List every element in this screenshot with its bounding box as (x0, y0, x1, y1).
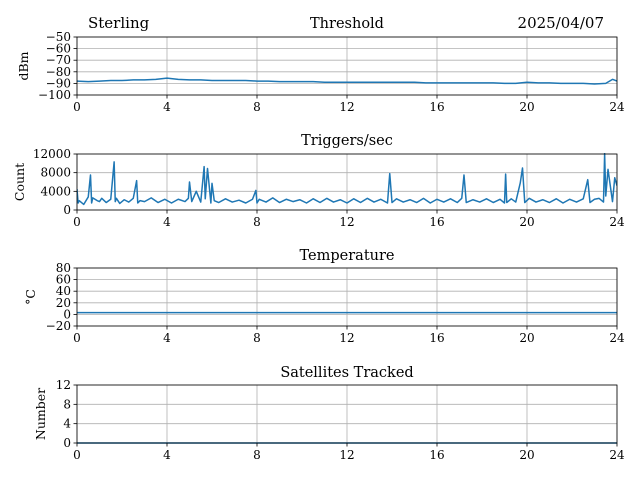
y-tick-label: 0 (63, 436, 71, 450)
x-tick-label: 24 (609, 215, 625, 229)
y-tick-label: 12 (56, 378, 71, 392)
y-tick-label: 20 (56, 296, 71, 310)
chart-panel-0: 0 4 8 12 16 20 24 −100−90−80−70−60−50 Threshold d… (16, 16, 625, 114)
y-tick-label: −80 (46, 65, 71, 79)
chart-panel-3: 0 4 8 12 16 20 24 0 4 8 12 Satellites Tracked Number (33, 365, 625, 462)
x-tick-label: 0 (73, 448, 81, 462)
x-tick-label: 8 (253, 448, 261, 462)
y-tick-label: 12000 (33, 147, 71, 161)
x-tick-label: 20 (519, 331, 534, 345)
chart-title: Satellites Tracked (280, 365, 413, 381)
y-tick-label: 8 (63, 397, 71, 411)
y-axis-label: °C (23, 289, 38, 305)
x-tick-label: 12 (339, 215, 354, 229)
y-tick-label: 80 (56, 261, 71, 275)
y-tick-label: 60 (56, 273, 71, 287)
y-tick-label: 0 (63, 203, 71, 217)
date-label: 2025/04/07 (518, 14, 604, 32)
y-axis-label: Number (33, 388, 48, 440)
y-tick-label: 8000 (40, 166, 71, 180)
x-tick-label: 16 (429, 448, 444, 462)
y-tick-label: −90 (46, 76, 71, 90)
x-tick-label: 4 (163, 331, 171, 345)
x-tick-label: 4 (163, 215, 171, 229)
chart-panel-1: 0 4 8 12 16 20 24 0 4000 8000 12000 Triggers/sec Cou… (12, 133, 625, 229)
y-tick-label: 0 (63, 307, 71, 321)
y-tick-label: −50 (46, 30, 71, 44)
series-line-0 (77, 77, 617, 85)
x-tick-label: 16 (429, 100, 444, 114)
x-tick-label: 12 (339, 100, 354, 114)
x-tick-label: 8 (253, 100, 261, 114)
x-tick-label: 8 (253, 215, 261, 229)
x-tick-label: 0 (73, 100, 81, 114)
x-tick-label: 12 (339, 331, 354, 345)
x-tick-label: 24 (609, 100, 625, 114)
chart-title: Temperature (300, 248, 395, 264)
y-tick-label: 4 (63, 417, 71, 431)
x-tick-label: 24 (609, 448, 625, 462)
chart-title: Triggers/sec (301, 133, 393, 149)
x-tick-label: 20 (519, 448, 534, 462)
x-tick-label: 0 (73, 215, 81, 229)
x-tick-label: 4 (163, 448, 171, 462)
y-axis-label: Count (12, 163, 27, 201)
x-tick-label: 4 (163, 100, 171, 114)
x-tick-label: 0 (73, 331, 81, 345)
x-tick-label: 16 (429, 215, 444, 229)
charts: 0 4 8 12 16 20 24 −100−90−80−70−60−50 Threshold d… (12, 16, 625, 462)
y-tick-label: −100 (38, 88, 71, 102)
y-tick-label: −20 (46, 319, 71, 333)
y-tick-label: −70 (46, 53, 71, 67)
site-label: Sterling (88, 14, 150, 32)
x-tick-label: 8 (253, 331, 261, 345)
y-tick-label: 4000 (40, 184, 71, 198)
y-axis-label: dBm (16, 51, 31, 80)
x-tick-label: 20 (519, 215, 534, 229)
x-tick-label: 16 (429, 331, 444, 345)
x-tick-label: 12 (339, 448, 354, 462)
x-tick-label: 24 (609, 331, 625, 345)
x-tick-label: 20 (519, 100, 534, 114)
y-tick-label: 40 (56, 284, 71, 298)
chart-title: Threshold (310, 16, 384, 32)
y-tick-label: −60 (46, 42, 71, 56)
series-line-0 (77, 153, 617, 206)
